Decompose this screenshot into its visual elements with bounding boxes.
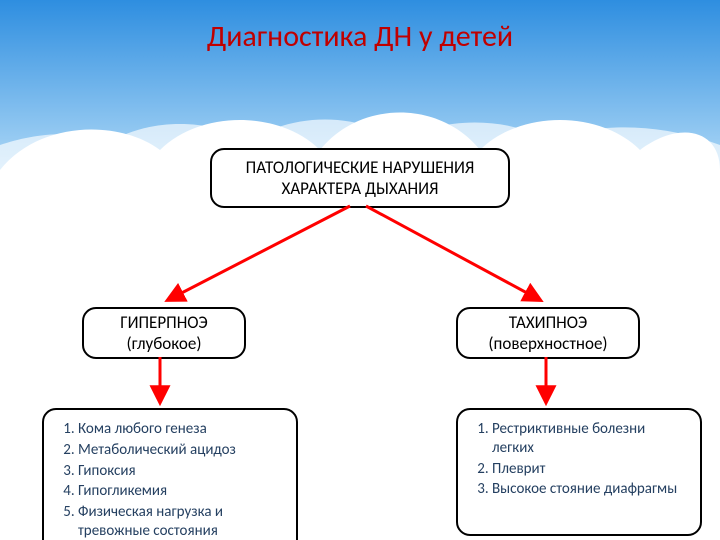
list-item: Кома любого генеза bbox=[78, 420, 284, 439]
node-root: ПАТОЛОГИЧЕСКИЕ НАРУШЕНИЯХАРАКТЕРА ДЫХАНИ… bbox=[210, 148, 510, 208]
node-tachypnea: ТАХИПНОЭ(поверхностное) bbox=[456, 307, 640, 359]
list-hyperpnea-causes: Кома любого генеза Метаболический ацидоз Г… bbox=[42, 408, 298, 540]
list-item: Рестриктивные болезни легких bbox=[492, 420, 688, 458]
list-tachypnea-causes: Рестриктивные болезни легких ПлевритВысок… bbox=[456, 408, 702, 536]
list-item: Гипогликемия bbox=[78, 482, 284, 501]
list-item: Высокое стояние диафрагмы bbox=[492, 480, 688, 499]
list-item: Плеврит bbox=[492, 460, 688, 479]
node-hyperpnea: ГИПЕРПНОЭ(глубокое) bbox=[82, 307, 246, 359]
slide-title: Диагностика ДН у детей bbox=[0, 18, 720, 55]
list-item: Физическая нагрузка и тревожные состояни… bbox=[78, 503, 284, 540]
list-item: Метаболический ацидоз bbox=[78, 441, 284, 460]
list-item: Гипоксия bbox=[78, 462, 284, 481]
